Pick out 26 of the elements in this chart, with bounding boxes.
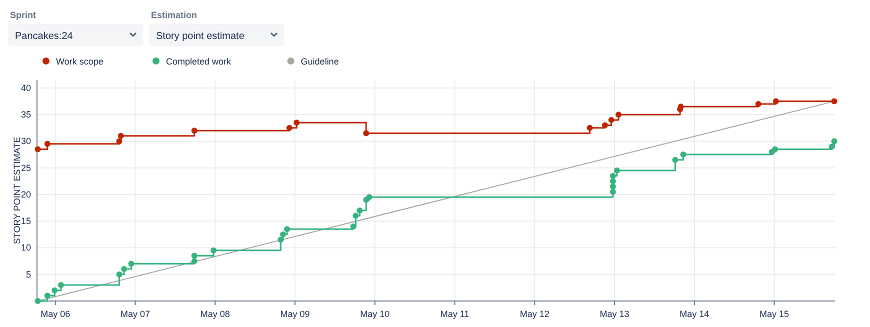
legend-label: Work scope [56,56,104,66]
x-tick-label: May 15 [760,309,790,319]
y-tick-label: 15 [20,216,31,226]
x-tick-label: May 06 [40,309,70,319]
y-tick-label: 40 [20,82,31,93]
text: Pancakes:24 [15,31,74,42]
y-axis-title: STORY POINT ESTIMATE [12,136,22,244]
x-tick-label: May 13 [600,309,630,319]
legend-label: Completed work [166,56,232,66]
y-tick-label: 30 [20,136,31,146]
x-tick-label: May 12 [520,309,550,319]
x-tick-label: May 11 [440,309,470,319]
y-tick-label: 20 [20,189,31,200]
x-tick-label: May 10 [360,309,390,319]
x-tick-label: May 08 [200,309,230,319]
y-tick-label: 10 [20,242,31,253]
y-tick-label: 25 [20,162,31,173]
x-tick-label: May 14 [680,309,710,319]
y-tick-label: 35 [20,110,31,120]
x-tick-label: May 07 [120,309,150,319]
legend-label: Guideline [300,56,339,66]
text: Estimation [151,10,198,20]
y-tick-label: 5 [26,269,31,280]
text: Sprint [10,10,36,20]
x-tick-label: May 09 [280,309,310,319]
text: Story point estimate [156,31,245,42]
